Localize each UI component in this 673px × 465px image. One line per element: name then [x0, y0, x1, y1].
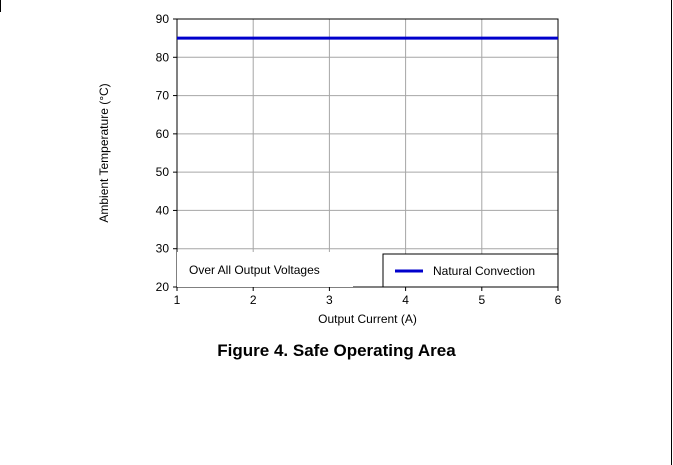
annotation-box [177, 252, 353, 287]
y-axis-label: Ambient Temperature (°C) [97, 83, 111, 222]
safe-operating-area-chart: 1 2 3 4 5 6 20 30 40 50 60 70 80 90 Output Current (A)… [97, 12, 562, 326]
y-tick-label: 40 [156, 203, 170, 217]
y-tick-label: 60 [156, 127, 170, 141]
y-tick-label: 30 [156, 242, 170, 256]
x-tick-label: 3 [326, 293, 333, 307]
legend-label: Natural Convection [433, 264, 535, 278]
figure-caption: Figure 4. Safe Operating Area [217, 341, 456, 360]
y-tick-label: 70 [156, 89, 170, 103]
x-tick-label: 4 [402, 293, 409, 307]
page-frame-left [0, 0, 1, 12]
y-tick-label: 50 [156, 165, 170, 179]
y-tick-label: 80 [156, 50, 170, 64]
x-tick-label: 6 [555, 293, 562, 307]
x-tick-label: 5 [478, 293, 485, 307]
x-axis-label: Output Current (A) [318, 312, 417, 326]
plot-area-border [176, 18, 559, 288]
y-tick-label: 20 [156, 280, 170, 294]
x-tick-label: 1 [174, 293, 181, 307]
page-frame-right [671, 0, 672, 465]
x-tick-label: 2 [250, 293, 257, 307]
annotation-text: Over All Output Voltages [189, 263, 320, 277]
y-tick-label: 90 [156, 12, 170, 26]
